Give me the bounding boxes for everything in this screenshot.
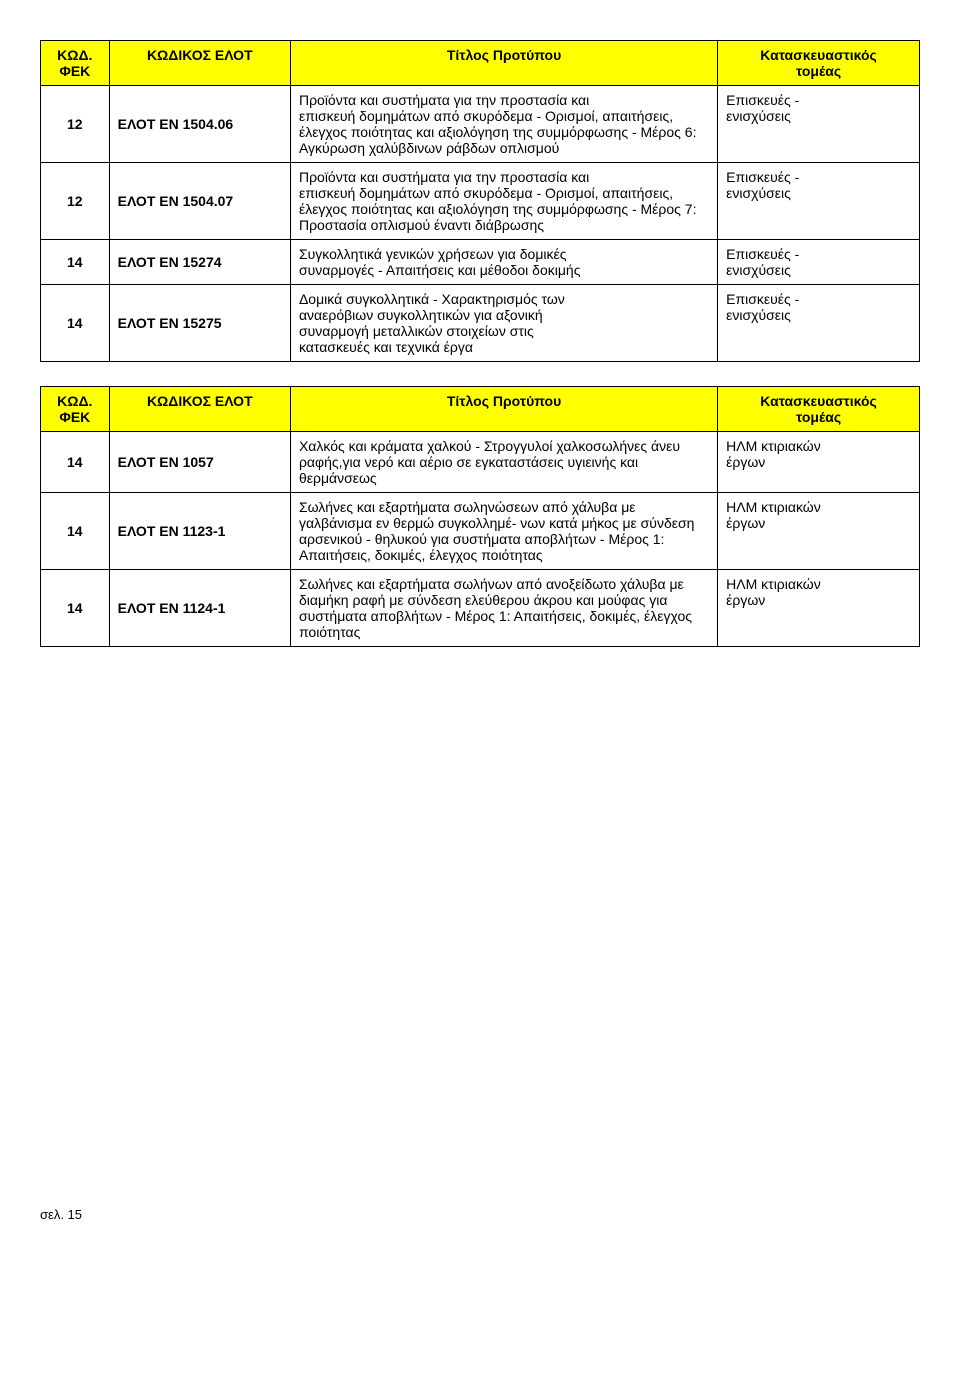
table-header-row: ΚΩΔ.ΦΕΚΚΩΔΙΚΟΣ ΕΛΟΤΤίτλος ΠροτύπουΚατασκ… [41,387,920,432]
cell-title: Προϊόντα και συστήματα για την προστασία… [290,163,717,240]
cell-kwd: 12 [41,86,110,163]
table-row: 14ΕΛΟΤ ΕΝ 1123-1Σωλήνες και εξαρτήματα σ… [41,493,920,570]
cell-elot: ΕΛΟΤ ΕΝ 1124-1 [109,570,290,647]
cell-kwd: 14 [41,240,110,285]
cell-sector: ΗΛΜ κτιριακώνέργων [718,493,920,570]
cell-elot: ΕΛΟΤ EN 15274 [109,240,290,285]
column-header: ΚΩΔΙΚΟΣ ΕΛΟΤ [109,387,290,432]
cell-title: Προϊόντα και συστήματα για την προστασία… [290,86,717,163]
table-row: 14ΕΛΟΤ EN 15274Συγκολλητικά γενικών χρήσ… [41,240,920,285]
cell-elot: ΕΛΟΤ ΕΝ 1057 [109,432,290,493]
cell-sector: Επισκευές -ενισχύσεις [718,240,920,285]
cell-sector: ΗΛΜ κτιριακώνέργων [718,432,920,493]
page-footer: σελ. 15 [40,1207,920,1222]
table-row: 12ΕΛΟΤ EN 1504.06Προϊόντα και συστήματα … [41,86,920,163]
cell-kwd: 14 [41,570,110,647]
column-header: Τίτλος Προτύπου [290,387,717,432]
cell-title: Δομικά συγκολλητικά - Χαρακτηρισμός τωνα… [290,285,717,362]
column-header: Κατασκευαστικόςτομέας [718,41,920,86]
cell-elot: ΕΛΟΤ ΕΝ 1123-1 [109,493,290,570]
standards-table-2: ΚΩΔ.ΦΕΚΚΩΔΙΚΟΣ ΕΛΟΤΤίτλος ΠροτύπουΚατασκ… [40,386,920,647]
cell-kwd: 12 [41,163,110,240]
cell-sector: Επισκευές -ενισχύσεις [718,285,920,362]
column-header: Τίτλος Προτύπου [290,41,717,86]
column-header: Κατασκευαστικόςτομέας [718,387,920,432]
table-row: 12ΕΛΟΤ EN 1504.07Προϊόντα και συστήματα … [41,163,920,240]
cell-title: Χαλκός και κράματα χαλκού - Στρογγυλοί χ… [290,432,717,493]
column-header: ΚΩΔ.ΦΕΚ [41,387,110,432]
cell-title: Σωλήνες και εξαρτήματα σωληνώσεων από χά… [290,493,717,570]
cell-elot: ΕΛΟΤ EN 1504.07 [109,163,290,240]
table-row: 14ΕΛΟΤ ΕΝ 1057Χαλκός και κράματα χαλκού … [41,432,920,493]
table-header-row: ΚΩΔ.ΦΕΚΚΩΔΙΚΟΣ ΕΛΟΤΤίτλος ΠροτύπουΚατασκ… [41,41,920,86]
cell-elot: ΕΛΟΤ EN 15275 [109,285,290,362]
table-row: 14ΕΛΟΤ EN 15275Δομικά συγκολλητικά - Χαρ… [41,285,920,362]
column-header: ΚΩΔΙΚΟΣ ΕΛΟΤ [109,41,290,86]
cell-sector: Επισκευές -ενισχύσεις [718,86,920,163]
cell-title: Συγκολλητικά γενικών χρήσεων για δομικές… [290,240,717,285]
cell-kwd: 14 [41,432,110,493]
cell-sector: ΗΛΜ κτιριακώνέργων [718,570,920,647]
table-row: 14ΕΛΟΤ ΕΝ 1124-1Σωλήνες και εξαρτήματα σ… [41,570,920,647]
column-header: ΚΩΔ.ΦΕΚ [41,41,110,86]
cell-sector: Επισκευές -ενισχύσεις [718,163,920,240]
cell-kwd: 14 [41,493,110,570]
standards-table-1: ΚΩΔ.ΦΕΚΚΩΔΙΚΟΣ ΕΛΟΤΤίτλος ΠροτύπουΚατασκ… [40,40,920,362]
cell-elot: ΕΛΟΤ EN 1504.06 [109,86,290,163]
cell-title: Σωλήνες και εξαρτήματα σωλήνων από ανοξε… [290,570,717,647]
cell-kwd: 14 [41,285,110,362]
